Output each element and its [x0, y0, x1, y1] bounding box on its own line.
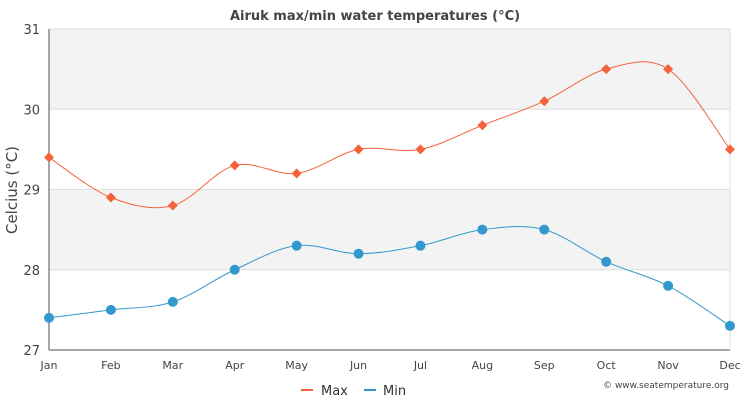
grid-lines	[49, 28, 730, 271]
data-point-max[interactable]	[663, 64, 674, 75]
legend-item-min[interactable]: Min	[364, 384, 406, 399]
x-tick-label: Aug	[472, 359, 493, 372]
data-point-min[interactable]	[601, 256, 612, 267]
y-tick-label: 31	[23, 23, 40, 38]
x-tick-label: May	[285, 359, 308, 372]
x-tick-label: Apr	[225, 359, 245, 372]
plot-band	[49, 29, 730, 110]
series-group	[44, 61, 735, 331]
series-min	[44, 224, 735, 331]
chart-title: Airuk max/min water temperatures (°C)	[230, 9, 520, 24]
data-point-max[interactable]	[105, 192, 116, 203]
y-tick-label: 30	[23, 103, 40, 118]
legend-label-max: Max	[321, 384, 348, 399]
data-point-min[interactable]	[477, 224, 488, 235]
legend-item-max[interactable]: Max	[301, 384, 348, 399]
y-tick-labels: 27 28 29 30 31	[23, 23, 40, 359]
data-point-max[interactable]	[601, 64, 612, 75]
x-tick-label: Mar	[162, 359, 183, 372]
data-point-min[interactable]	[105, 304, 116, 315]
data-point-min[interactable]	[415, 240, 426, 251]
data-point-max[interactable]	[167, 200, 178, 211]
credit-text[interactable]: © www.seatemperature.org	[603, 381, 729, 391]
data-point-min[interactable]	[167, 296, 178, 307]
x-tick-label: Dec	[719, 359, 740, 372]
data-point-min[interactable]	[229, 264, 240, 275]
x-tick-label: Jan	[40, 359, 58, 372]
data-point-max[interactable]	[539, 96, 550, 107]
data-point-max[interactable]	[291, 168, 302, 179]
y-tick-label: 28	[23, 264, 40, 279]
x-tick-label: Jul	[413, 359, 427, 372]
y-tick-label: 29	[23, 184, 40, 199]
data-point-min[interactable]	[353, 248, 364, 259]
data-point-min[interactable]	[725, 320, 735, 331]
y-tick-label: 27	[23, 344, 40, 359]
x-tick-label: Nov	[657, 359, 679, 372]
x-tick-label: Feb	[101, 359, 120, 372]
data-point-min[interactable]	[291, 240, 302, 251]
plot-bands	[49, 29, 730, 350]
data-point-min[interactable]	[663, 280, 674, 291]
data-point-max[interactable]	[725, 144, 735, 155]
data-point-min[interactable]	[44, 312, 54, 323]
data-point-max[interactable]	[415, 144, 426, 155]
data-point-max[interactable]	[229, 160, 240, 171]
legend: Max Min	[301, 384, 406, 399]
plot-band	[49, 189, 730, 270]
y-axis-label: Celcius (°C)	[3, 146, 21, 234]
series-max	[44, 61, 735, 211]
x-tick-label: Oct	[597, 359, 617, 372]
x-tick-label: Sep	[534, 359, 555, 372]
legend-label-min: Min	[383, 384, 406, 399]
data-point-max[interactable]	[477, 120, 488, 131]
data-point-min[interactable]	[539, 224, 550, 235]
data-point-max[interactable]	[353, 144, 364, 155]
x-tick-label: Jun	[349, 359, 367, 372]
plot-band	[49, 269, 730, 350]
x-tick-labels: Jan Feb Mar Apr May Jun Jul Aug Sep Oct Nov Dec	[40, 359, 741, 372]
data-point-max[interactable]	[44, 152, 54, 163]
